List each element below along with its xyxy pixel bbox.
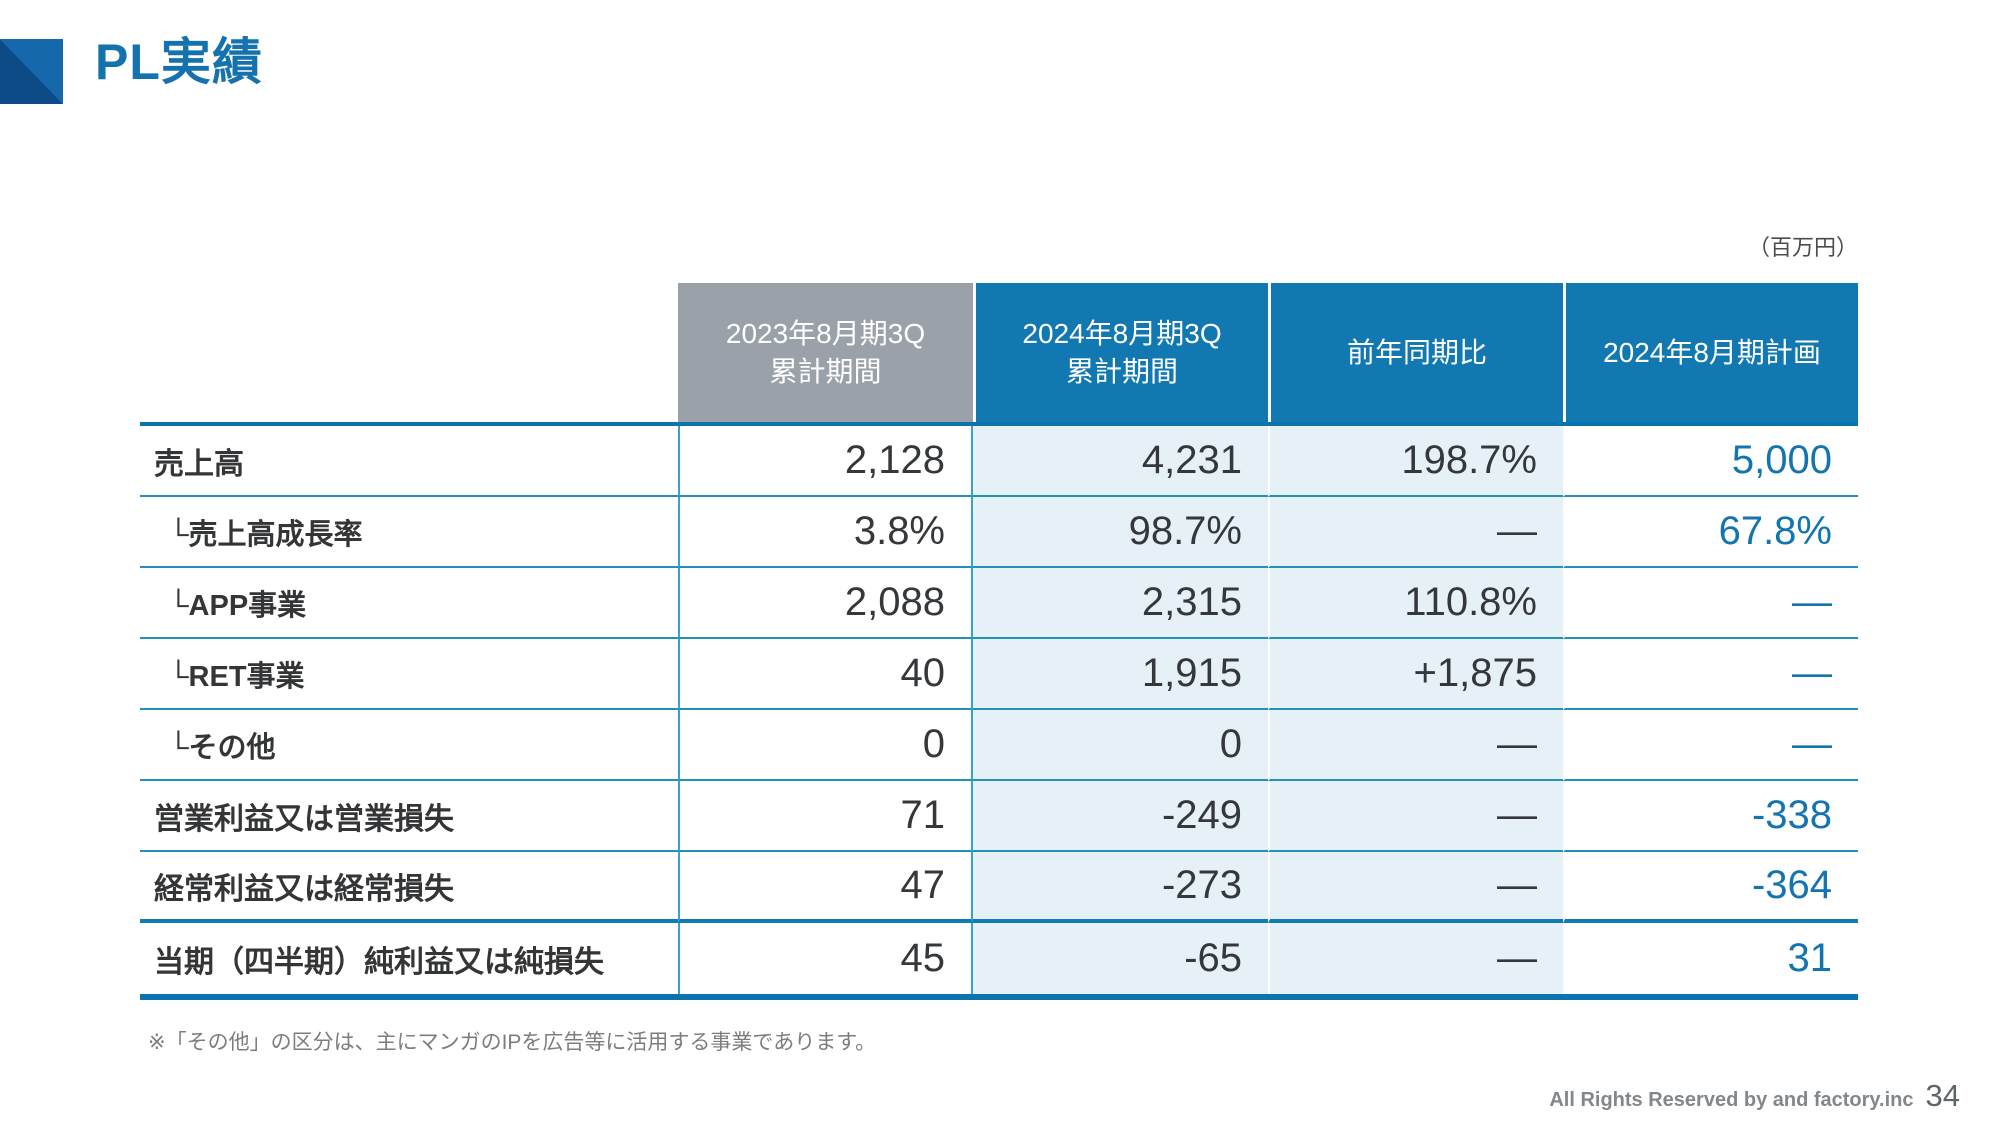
- value-cell: —: [1563, 639, 1858, 710]
- row-label: 売上高: [140, 426, 678, 497]
- row-label: └RET事業: [140, 639, 678, 710]
- table-row: 営業利益又は営業損失 71 -249— -338: [140, 781, 1858, 852]
- footnote: ※「その他」の区分は、主にマンガのIPを広告等に活用する事業であります。: [148, 1031, 877, 1054]
- value-cell: 71: [678, 781, 973, 852]
- row-label: └APP事業: [140, 568, 678, 639]
- table-row: └APP事業 2,088 2,315 110.8% —: [140, 568, 1858, 639]
- column-header-line1: 前年同期比: [1346, 336, 1487, 368]
- page-number: 34: [1925, 1078, 1960, 1113]
- value-cell: 5,000: [1563, 426, 1858, 497]
- value-cell: 4,231: [973, 426, 1268, 497]
- value-cell: 47: [678, 852, 973, 923]
- value-cell: -273: [973, 852, 1268, 923]
- value-cell: -249: [973, 781, 1268, 852]
- value-cell: —: [1268, 852, 1563, 923]
- row-label: 当期（四半期）純利益又は純損失: [154, 945, 604, 979]
- row-label: └売上高成長率: [140, 497, 678, 568]
- value-cell: —: [1268, 497, 1563, 568]
- value-cell: 2,315: [973, 568, 1268, 639]
- value-cell: —: [1563, 568, 1858, 639]
- value-cell: 0: [678, 710, 973, 781]
- value-cell: 110.8%: [1268, 568, 1563, 639]
- title-accent-square-icon: [0, 39, 63, 104]
- column-header-line2: 累計期間: [1065, 355, 1178, 387]
- copyright-text: All Rights Reserved by and factory.inc: [1549, 1089, 1914, 1111]
- table-row: └その他 0 0— —: [140, 710, 1858, 781]
- table-row: └RET事業 40 1,915 +1,875—: [140, 639, 1858, 710]
- value-cell: 1,915: [973, 639, 1268, 710]
- table-row: 経常利益又は経常損失 47 -273— -364: [140, 852, 1858, 923]
- column-header-2023-q3: 2023年8月期3Q 累計期間: [678, 283, 973, 422]
- value-cell: —: [1268, 710, 1563, 781]
- table-body: 売上高 2,128 4,231 198.7% 5,000 └売上高成長率 3.8% 98.7%…: [140, 422, 1858, 1000]
- value-cell: 2,088: [678, 568, 973, 639]
- value-cell: 45: [678, 923, 973, 994]
- value-cell: 31: [1563, 923, 1858, 994]
- value-cell: 2,128: [678, 426, 973, 497]
- table-row: 売上高 2,128 4,231 198.7% 5,000: [140, 426, 1858, 497]
- value-cell: 198.7%: [1268, 426, 1563, 497]
- value-cell: +1,875: [1268, 639, 1563, 710]
- unit-label: （百万円）: [1747, 235, 1858, 260]
- value-cell: —: [1268, 923, 1563, 994]
- table-header-row: 2023年8月期3Q 累計期間 2024年8月期3Q 累計期間 前年同期比 20…: [140, 283, 1858, 422]
- row-label: 営業利益又は営業損失: [140, 781, 678, 852]
- pl-results-table: 2023年8月期3Q 累計期間 2024年8月期3Q 累計期間 前年同期比 20…: [140, 283, 1858, 1000]
- value-cell: 98.7%: [973, 497, 1268, 568]
- column-header-line1: 2023年8月期3Q: [725, 317, 926, 349]
- value-cell: —: [1268, 781, 1563, 852]
- column-header-2024-plan: 2024年8月期計画: [1563, 283, 1858, 422]
- value-cell: 40: [678, 639, 973, 710]
- value-cell: 67.8%: [1563, 497, 1858, 568]
- column-header-line1: 2024年8月期計画: [1603, 336, 1821, 368]
- table-row: └売上高成長率 3.8% 98.7% —67.8%: [140, 497, 1858, 568]
- value-cell: —: [1563, 710, 1858, 781]
- value-cell: 3.8%: [678, 497, 973, 568]
- value-cell: -338: [1563, 781, 1858, 852]
- column-header-yoy: 前年同期比: [1268, 283, 1563, 422]
- column-header-2024-q3: 2024年8月期3Q 累計期間: [973, 283, 1268, 422]
- row-label: └その他: [140, 710, 678, 781]
- row-label: 経常利益又は経常損失: [140, 852, 678, 923]
- page-title: PL実績: [95, 34, 263, 90]
- value-cell: -65: [973, 923, 1268, 994]
- value-cell: -364: [1563, 852, 1858, 923]
- value-cell: 0: [973, 710, 1268, 781]
- table-row: 当期（四半期）純利益又は純損失 45 -65—31: [140, 923, 1858, 994]
- column-header-line1: 2024年8月期3Q: [1022, 317, 1222, 349]
- table-corner-cell: [140, 283, 678, 422]
- slide-footer: All Rights Reserved by and factory.inc 3…: [1549, 1078, 1960, 1114]
- column-header-line2: 累計期間: [769, 355, 882, 387]
